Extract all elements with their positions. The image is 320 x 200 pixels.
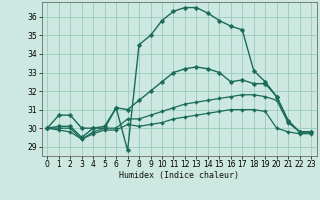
X-axis label: Humidex (Indice chaleur): Humidex (Indice chaleur) bbox=[119, 171, 239, 180]
